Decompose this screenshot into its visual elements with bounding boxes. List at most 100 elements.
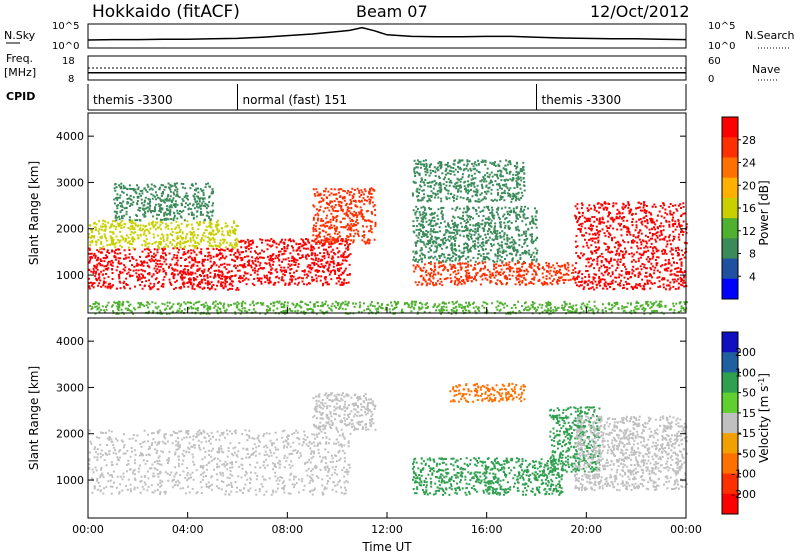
colorbar-cell <box>722 278 738 300</box>
colorbar-tick-label: 15 <box>742 407 756 420</box>
cpid-segment-label: themis -3300 <box>93 93 173 107</box>
colorbar-cell <box>722 352 738 373</box>
colorbar-cell <box>722 473 738 495</box>
cpid-panel: CPID themis -3300 normal (fast) 151 themis… <box>6 84 687 111</box>
nave-tick-low: 0 <box>708 74 714 85</box>
sky-noise-frame <box>87 23 687 49</box>
colorbar-cell <box>722 433 738 454</box>
colorbar-cell <box>722 177 738 199</box>
colorbar-cell <box>722 392 738 414</box>
cpid-segment-label: normal (fast) 151 <box>243 93 347 107</box>
colorbar-frame <box>721 331 739 515</box>
scatter-cell <box>113 182 215 222</box>
colorbar-tick-label: -200 <box>731 488 756 501</box>
scatter-cell <box>574 201 688 291</box>
x-tick-label: 00:00 <box>670 523 702 536</box>
scatter-cell <box>412 205 539 263</box>
y-tick-label: 3000 <box>56 381 84 394</box>
scatter-cell <box>88 429 352 496</box>
cpid-label: CPID <box>6 90 35 103</box>
power-scatter <box>88 159 689 315</box>
freq-label: Freq. <box>6 52 33 65</box>
power-colorbar-label: Power [dB] <box>757 180 771 245</box>
sky-noise-panel: N.Sky 10^5 10^0 10^5 10^0 N.Search <box>4 21 795 52</box>
nsky-tick-high: 10^5 <box>52 21 79 32</box>
nsky-tick-low: 10^0 <box>52 41 79 52</box>
scatter-cell <box>573 415 688 492</box>
colorbar-tick-label: 100 <box>735 366 756 379</box>
power-ylabel: Slant Range [km] <box>27 161 41 265</box>
x-tick-label: 04:00 <box>172 523 204 536</box>
sky-noise-line <box>87 26 687 41</box>
power-y-axis: 1000 2000 3000 4000 <box>56 130 686 282</box>
x-tick-label: 16:00 <box>471 523 503 536</box>
scatter-cell <box>88 219 239 250</box>
colorbar-tick-label: 8 <box>749 248 756 261</box>
x-tick-label: 08:00 <box>271 523 303 536</box>
x-tick-label: 00:00 <box>72 523 104 536</box>
freq-tick-low: 8 <box>68 74 74 85</box>
beam-title: Beam 07 <box>356 2 428 21</box>
y-tick-label: 1000 <box>56 474 84 487</box>
scatter-cell <box>411 159 526 203</box>
time-x-axis: 00:00 04:00 08:00 12:00 16:00 20:00 00:00 <box>72 307 702 536</box>
colorbar-tick-label: -100 <box>731 468 756 481</box>
colorbar-cell <box>722 157 738 179</box>
colorbar-cell <box>722 218 738 239</box>
colorbar-tick-label: -15 <box>738 427 756 440</box>
colorbar-cell <box>722 197 738 219</box>
colorbar-tick-label: 50 <box>742 387 756 400</box>
velocity-frame <box>87 317 687 519</box>
scatter-cell <box>449 382 526 403</box>
velocity-y-axis: 1000 2000 3000 4000 <box>56 335 686 487</box>
scatter-cell <box>88 247 240 291</box>
freq-unit: [MHz] <box>4 66 36 79</box>
colorbar-tick-label: 12 <box>742 225 756 238</box>
y-tick-label: 1000 <box>56 269 84 282</box>
vel-cb-label-end: ] <box>757 373 771 378</box>
colorbar-cell <box>722 117 738 138</box>
freq-tick-high: 18 <box>62 56 75 67</box>
y-tick-label: 2000 <box>56 428 84 441</box>
colorbar-cell <box>722 137 738 158</box>
y-tick-label: 4000 <box>56 130 84 143</box>
colorbar-cell <box>722 453 738 475</box>
station-title: Hokkaido (fitACF) <box>92 2 240 22</box>
scatter-cell <box>312 187 377 245</box>
colorbar-cell <box>722 258 738 280</box>
y-tick-label: 3000 <box>56 176 84 189</box>
colorbar-cell <box>722 238 738 260</box>
nsearch-tick-low: 10^0 <box>708 41 735 52</box>
velocity-panel: 1000 2000 3000 4000 Slant Range [km] 200 100… <box>27 307 771 554</box>
velocity-colorbar-label: Velocity [m s-1] <box>757 373 772 463</box>
scatter-cell <box>89 300 689 315</box>
power-panel: 1000 2000 3000 4000 Slant Range [km] 28 24 20… <box>27 112 771 315</box>
nsearch-tick-high: 10^5 <box>708 21 735 32</box>
power-colorbar: 28 24 20 16 12 8 4 <box>721 116 756 300</box>
scatter-cell <box>549 406 601 473</box>
colorbar-cell <box>722 412 738 434</box>
vel-cb-label-main: Velocity [m s <box>757 386 771 463</box>
velocity-colorbar: 200 100 50 15 -15 -50 -100 -200 <box>721 331 756 515</box>
nave-label: Nave <box>752 63 780 76</box>
velocity-scatter <box>88 382 688 496</box>
nave-tick-high: 60 <box>708 56 721 67</box>
x-tick-label: 20:00 <box>570 523 602 536</box>
y-tick-label: 2000 <box>56 223 84 236</box>
cpid-segment-label: themis -3300 <box>542 93 622 107</box>
scatter-cell <box>312 392 377 432</box>
colorbar-tick-label: 20 <box>742 179 756 192</box>
colorbar-tick-label: 16 <box>742 202 756 215</box>
x-tick-label: 12:00 <box>371 523 403 536</box>
colorbar-tick-label: -50 <box>738 447 756 460</box>
cpid-segments: themis -3300 normal (fast) 151 themis -330… <box>93 84 621 110</box>
date-title: 12/Oct/2012 <box>590 2 690 21</box>
y-tick-label: 4000 <box>56 335 84 348</box>
scatter-cell <box>412 261 576 287</box>
time-xlabel: Time UT <box>361 540 412 554</box>
freq-panel: Freq. [MHz] 18 8 60 0 Nave <box>4 52 780 85</box>
nsky-label: N.Sky <box>4 29 36 42</box>
colorbar-tick-label: 4 <box>749 270 756 283</box>
colorbar-cell <box>722 372 738 394</box>
